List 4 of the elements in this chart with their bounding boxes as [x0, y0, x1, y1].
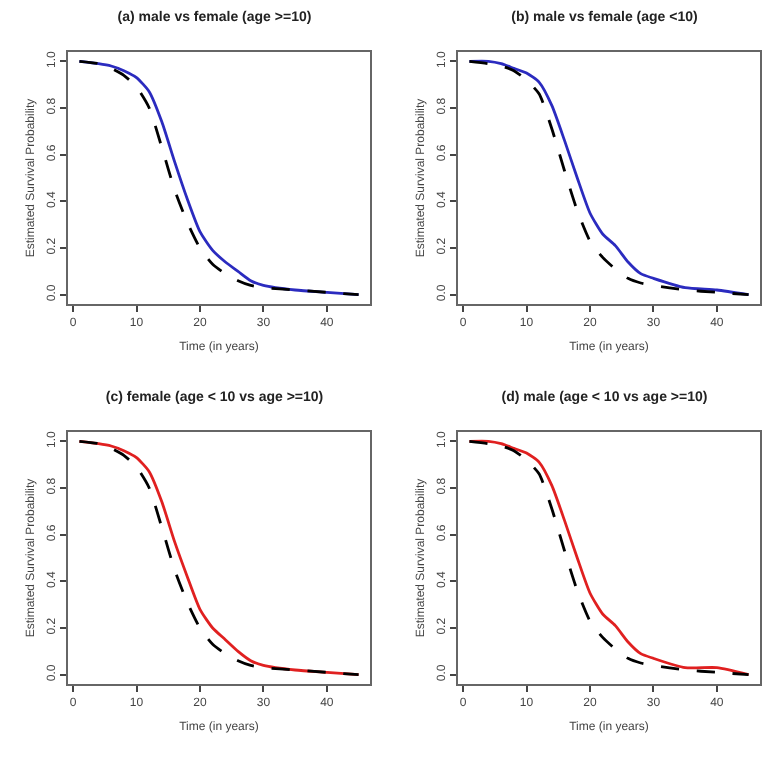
line-series — [468, 439, 750, 677]
line-series — [78, 439, 360, 677]
line-series — [468, 59, 750, 297]
line-series — [78, 59, 360, 297]
